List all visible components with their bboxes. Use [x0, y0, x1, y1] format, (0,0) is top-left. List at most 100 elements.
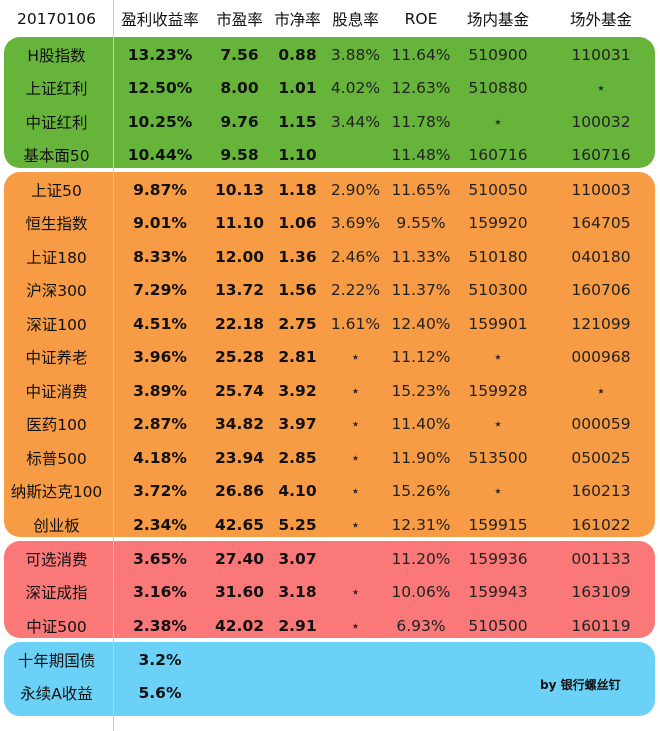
- cell-pb: 3.18: [278, 583, 317, 602]
- cell-pb: 0.88: [278, 45, 317, 64]
- cell-offexchange-fund: 160716: [571, 146, 631, 165]
- cell-earnings-yield: 8.33%: [133, 247, 187, 266]
- cell-dividend: ⋆: [350, 415, 361, 434]
- table-row: 上证红利 12.50% 8.00 1.01 4.02% 12.63% 510880 ⋆: [0, 72, 660, 106]
- cell-dividend: ⋆: [350, 482, 361, 501]
- cell-pb: 3.92: [278, 381, 317, 400]
- cell-roe: 15.23%: [391, 381, 451, 400]
- cell-pb: 1.36: [278, 247, 317, 266]
- cell-roe: 11.37%: [391, 281, 451, 300]
- cell-dividend: 3.88%: [330, 45, 381, 64]
- cell-pb: [272, 677, 323, 711]
- table-row: 可选消费 3.65% 27.40 3.07 11.20% 159936 001133: [0, 542, 660, 576]
- cell-onexchange-fund: 510050: [468, 180, 528, 199]
- cell-roe: 11.12%: [391, 348, 451, 367]
- cell-name: 医药100: [26, 416, 87, 435]
- cell-pe: 27.40: [214, 549, 265, 568]
- cell-pe: 10.13: [214, 180, 265, 199]
- cell-pb: 3.07: [278, 549, 317, 568]
- table-row: 深证100 4.51% 22.18 2.75 1.61% 12.40% 159901 1210…: [0, 307, 660, 341]
- cell-pb: 2.81: [278, 348, 317, 367]
- cell-dividend: ⋆: [350, 448, 361, 467]
- cell-roe: 15.26%: [391, 482, 451, 501]
- header-earnings-yield: 盈利收益率: [121, 11, 199, 29]
- cell-pe: 22.18: [214, 314, 265, 333]
- cell-offexchange-fund: 164705: [571, 214, 631, 233]
- cell-roe: 10.06%: [391, 583, 451, 602]
- author-credit: by 银行螺丝钉: [540, 678, 621, 692]
- cell-onexchange-fund: 513500: [468, 448, 528, 467]
- cell-earnings-yield: 3.16%: [133, 583, 187, 602]
- cell-name: 十年期国债: [17, 651, 96, 670]
- cell-earnings-yield: 3.2%: [138, 650, 182, 669]
- cell-offexchange-fund: 160213: [571, 482, 631, 501]
- cell-onexchange-fund: 510180: [468, 247, 528, 266]
- header-pe: 市盈率: [216, 11, 263, 29]
- table-row: 深证成指 3.16% 31.60 3.18 ⋆ 10.06% 159943 163109: [0, 576, 660, 610]
- cell-dividend: [323, 643, 388, 677]
- cell-onexchange-fund: 159936: [468, 549, 528, 568]
- cell-roe: 12.63%: [391, 79, 451, 98]
- cell-pe: 25.74: [214, 381, 265, 400]
- cell-dividend: ⋆: [350, 583, 361, 602]
- cell-pe: 11.10: [214, 214, 265, 233]
- cell-pe: 42.65: [214, 515, 265, 534]
- column-divider: [113, 0, 114, 731]
- cell-dividend: 3.69%: [330, 214, 381, 233]
- cell-dividend: [323, 542, 388, 576]
- cell-name: 恒生指数: [25, 215, 88, 234]
- cell-pe: 8.00: [220, 79, 259, 98]
- cell-name: 中证消费: [25, 382, 88, 401]
- cell-roe: 11.65%: [391, 180, 451, 199]
- cell-pb: 5.25: [278, 515, 317, 534]
- table-row: 中证500 2.38% 42.02 2.91 ⋆ 6.93% 510500 160119: [0, 609, 660, 643]
- cell-pe: 7.56: [220, 45, 259, 64]
- cell-earnings-yield: 3.89%: [133, 381, 187, 400]
- cell-pe: 25.28: [214, 348, 265, 367]
- table-row: 标普500 4.18% 23.94 2.85 ⋆ 11.90% 513500 050025: [0, 441, 660, 475]
- cell-pb: 1.10: [278, 146, 317, 165]
- cell-dividend: 2.46%: [330, 247, 381, 266]
- cell-earnings-yield: 13.23%: [127, 45, 193, 64]
- cell-offexchange-fund: 163109: [571, 583, 631, 602]
- cell-earnings-yield: 5.6%: [138, 684, 182, 703]
- cell-onexchange-fund: 510880: [468, 79, 528, 98]
- cell-onexchange-fund: ⋆: [493, 415, 503, 434]
- header-offexchange-fund: 场外基金: [569, 11, 632, 29]
- cell-name: 上证180: [26, 248, 87, 267]
- cell-onexchange-fund: 160716: [468, 146, 528, 165]
- table-row: 中证红利 10.25% 9.76 1.15 3.44% 11.78% ⋆ 100032: [0, 105, 660, 139]
- cell-pb: 1.01: [278, 79, 317, 98]
- table-row: 创业板 2.34% 42.65 5.25 ⋆ 12.31% 159915 161022: [0, 508, 660, 542]
- table-row: 永续A收益 5.6%: [0, 677, 660, 711]
- cell-name: 中证养老: [25, 349, 88, 368]
- cell-offexchange-fund: [542, 643, 660, 677]
- cell-dividend: ⋆: [350, 515, 361, 534]
- table-row: 医药100 2.87% 34.82 3.97 ⋆ 11.40% ⋆ 000059: [0, 408, 660, 442]
- cell-name: 纳斯达克100: [10, 483, 103, 502]
- cell-pe: 12.00: [214, 247, 265, 266]
- cell-pe: 34.82: [214, 415, 265, 434]
- cell-earnings-yield: 4.18%: [133, 448, 187, 467]
- group-bond-yield: [4, 642, 655, 716]
- table-row: 十年期国债 3.2%: [0, 643, 660, 677]
- cell-pb: 4.10: [278, 482, 317, 501]
- cell-onexchange-fund: ⋆: [493, 348, 503, 367]
- cell-earnings-yield: 10.44%: [127, 146, 193, 165]
- cell-pb: 3.97: [278, 415, 317, 434]
- cell-offexchange-fund: 121099: [571, 314, 631, 333]
- cell-earnings-yield: 12.50%: [127, 79, 193, 98]
- cell-name: 沪深300: [26, 282, 87, 301]
- cell-earnings-yield: 7.29%: [133, 281, 187, 300]
- header-dividend: 股息率: [332, 11, 379, 29]
- cell-offexchange-fund: 040180: [571, 247, 631, 266]
- cell-earnings-yield: 2.87%: [133, 415, 187, 434]
- cell-earnings-yield: 9.87%: [133, 180, 187, 199]
- cell-earnings-yield: 10.25%: [127, 112, 193, 131]
- cell-offexchange-fund: 050025: [571, 448, 631, 467]
- cell-offexchange-fund: 161022: [571, 515, 631, 534]
- cell-pe: [207, 677, 272, 711]
- cell-earnings-yield: 2.38%: [133, 616, 187, 635]
- table-header: 20170106 盈利收益率 市盈率 市净率 股息率 ROE 场内基金 场外基金: [0, 3, 660, 35]
- group-broad-index: [4, 172, 655, 537]
